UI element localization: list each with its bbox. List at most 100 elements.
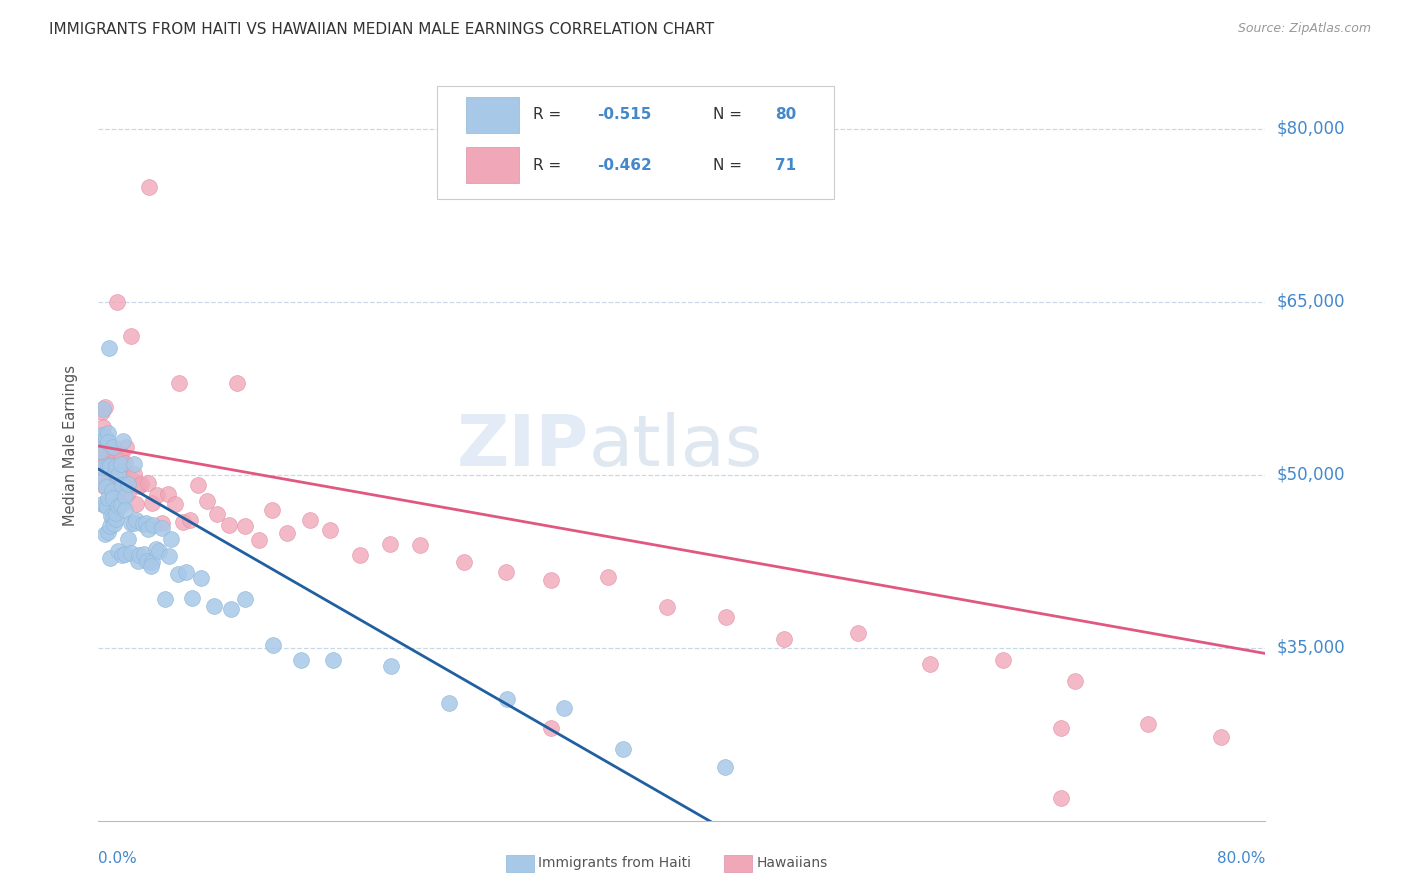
Point [920,657,942,671]
Point [89,453,111,467]
FancyBboxPatch shape [465,97,519,133]
Point [120,329,142,343]
Point [138,179,160,194]
Point [141,559,163,574]
Point [260,503,283,517]
Text: R =: R = [533,158,565,173]
Point [453,555,475,569]
Point [299,513,322,527]
Point [157,549,180,563]
FancyBboxPatch shape [437,87,834,199]
Point [94,457,117,471]
Point [150,521,173,535]
Point [187,478,209,492]
Point [160,533,183,547]
Point [612,742,634,756]
Point [97,425,120,440]
Point [98,460,121,475]
Point [101,483,124,498]
Point [167,376,190,390]
Point [124,457,146,471]
Point [129,477,152,491]
Point [219,602,242,616]
Point [93,527,115,541]
Point [96,452,118,467]
Point [276,526,298,541]
Point [1050,790,1073,805]
Point [94,498,117,512]
Point [495,565,517,579]
Point [90,471,112,485]
Point [101,511,124,525]
Point [125,513,148,527]
Point [598,569,620,583]
Text: $35,000: $35,000 [1277,639,1346,657]
Point [247,533,270,547]
Point [108,453,131,467]
Point [117,532,139,546]
Point [97,491,120,505]
Point [117,477,139,491]
Point [107,473,129,487]
Point [409,538,432,552]
Text: Source: ZipAtlas.com: Source: ZipAtlas.com [1237,22,1371,36]
Point [107,483,129,498]
Point [773,632,796,646]
Point [96,500,118,515]
Point [128,548,150,562]
Point [90,405,112,419]
Point [1063,673,1085,688]
Text: IMMIGRANTS FROM HAITI VS HAWAIIAN MEDIAN MALE EARNINGS CORRELATION CHART: IMMIGRANTS FROM HAITI VS HAWAIIAN MEDIAN… [49,22,714,37]
Point [114,440,136,454]
Point [110,447,132,461]
Point [101,464,124,478]
Text: $50,000: $50,000 [1277,466,1346,483]
Point [172,515,194,529]
Point [319,523,342,537]
Point [114,503,136,517]
Point [146,488,169,502]
Point [218,518,240,533]
Point [110,457,132,471]
Point [91,419,114,434]
Point [97,524,120,539]
Point [142,518,165,533]
Text: -0.515: -0.515 [596,107,651,122]
Point [91,459,114,474]
Point [181,591,204,605]
Point [349,548,371,562]
Text: Hawaiians: Hawaiians [756,856,828,871]
Point [141,555,163,569]
Point [716,610,738,624]
Point [120,546,142,560]
Point [104,453,127,467]
Point [713,759,735,773]
Point [100,509,122,524]
Point [127,554,149,568]
Point [655,600,678,615]
Point [104,441,127,455]
Point [120,472,142,486]
Point [145,541,167,556]
Point [122,467,145,482]
Point [195,494,218,508]
Point [94,431,117,445]
Point [107,499,129,513]
Point [233,592,256,607]
Point [89,443,111,458]
Point [105,512,128,526]
Point [91,429,114,443]
Point [103,516,125,531]
Point [132,516,155,531]
Text: 71: 71 [775,158,796,173]
Point [991,653,1014,667]
Text: 80.0%: 80.0% [1218,851,1265,866]
Point [90,451,112,466]
Text: N =: N = [713,107,748,122]
Point [97,435,120,450]
Point [150,516,173,531]
Point [117,486,139,500]
Point [380,658,402,673]
Text: R =: R = [533,107,565,122]
Point [179,513,201,527]
